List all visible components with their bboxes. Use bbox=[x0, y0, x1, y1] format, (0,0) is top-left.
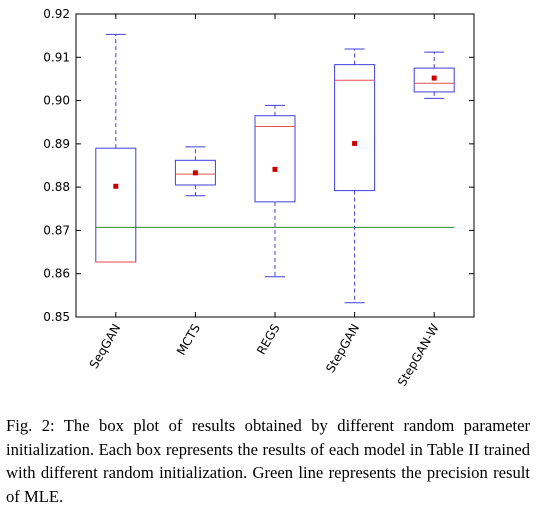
x-category-label: REGS bbox=[254, 322, 283, 357]
mean-marker bbox=[431, 75, 437, 81]
box bbox=[254, 115, 296, 203]
y-tick-label: 0.88 bbox=[43, 180, 70, 194]
y-tick-label: 0.90 bbox=[43, 94, 70, 108]
box-group bbox=[413, 51, 455, 99]
figure-caption: Fig. 2: The box plot of results obtained… bbox=[6, 416, 530, 506]
box-group bbox=[95, 33, 137, 263]
y-tick-label: 0.92 bbox=[43, 7, 70, 21]
box-group bbox=[254, 104, 296, 278]
box bbox=[334, 64, 376, 192]
mean-marker bbox=[192, 170, 198, 176]
mean-marker bbox=[272, 166, 278, 172]
y-tick-label: 0.85 bbox=[43, 310, 70, 324]
mean-marker bbox=[352, 140, 358, 146]
y-tick-label: 0.87 bbox=[43, 223, 70, 237]
x-category-label: StepGAN bbox=[323, 322, 362, 376]
mean-marker bbox=[113, 183, 119, 189]
plot-marks bbox=[95, 33, 455, 304]
axes: 0.85 0.86 0.87 0.88 0.89 0.90 0.91 0.92 SeqGAN MC… bbox=[43, 7, 475, 389]
x-category-label: SeqGAN bbox=[87, 322, 124, 372]
x-category-label: MCTS bbox=[174, 322, 203, 358]
y-tick-label: 0.91 bbox=[43, 50, 70, 64]
box bbox=[95, 147, 137, 263]
y-tick-label: 0.86 bbox=[43, 267, 70, 281]
box-group bbox=[174, 146, 216, 197]
x-category-label: StepGAN-W bbox=[395, 321, 442, 388]
y-tick-label: 0.89 bbox=[43, 137, 70, 151]
box bbox=[413, 67, 455, 93]
box-plot: 0.85 0.86 0.87 0.88 0.89 0.90 0.91 0.92 SeqGAN MC… bbox=[43, 7, 475, 389]
box bbox=[174, 159, 216, 186]
box-group bbox=[334, 48, 376, 304]
